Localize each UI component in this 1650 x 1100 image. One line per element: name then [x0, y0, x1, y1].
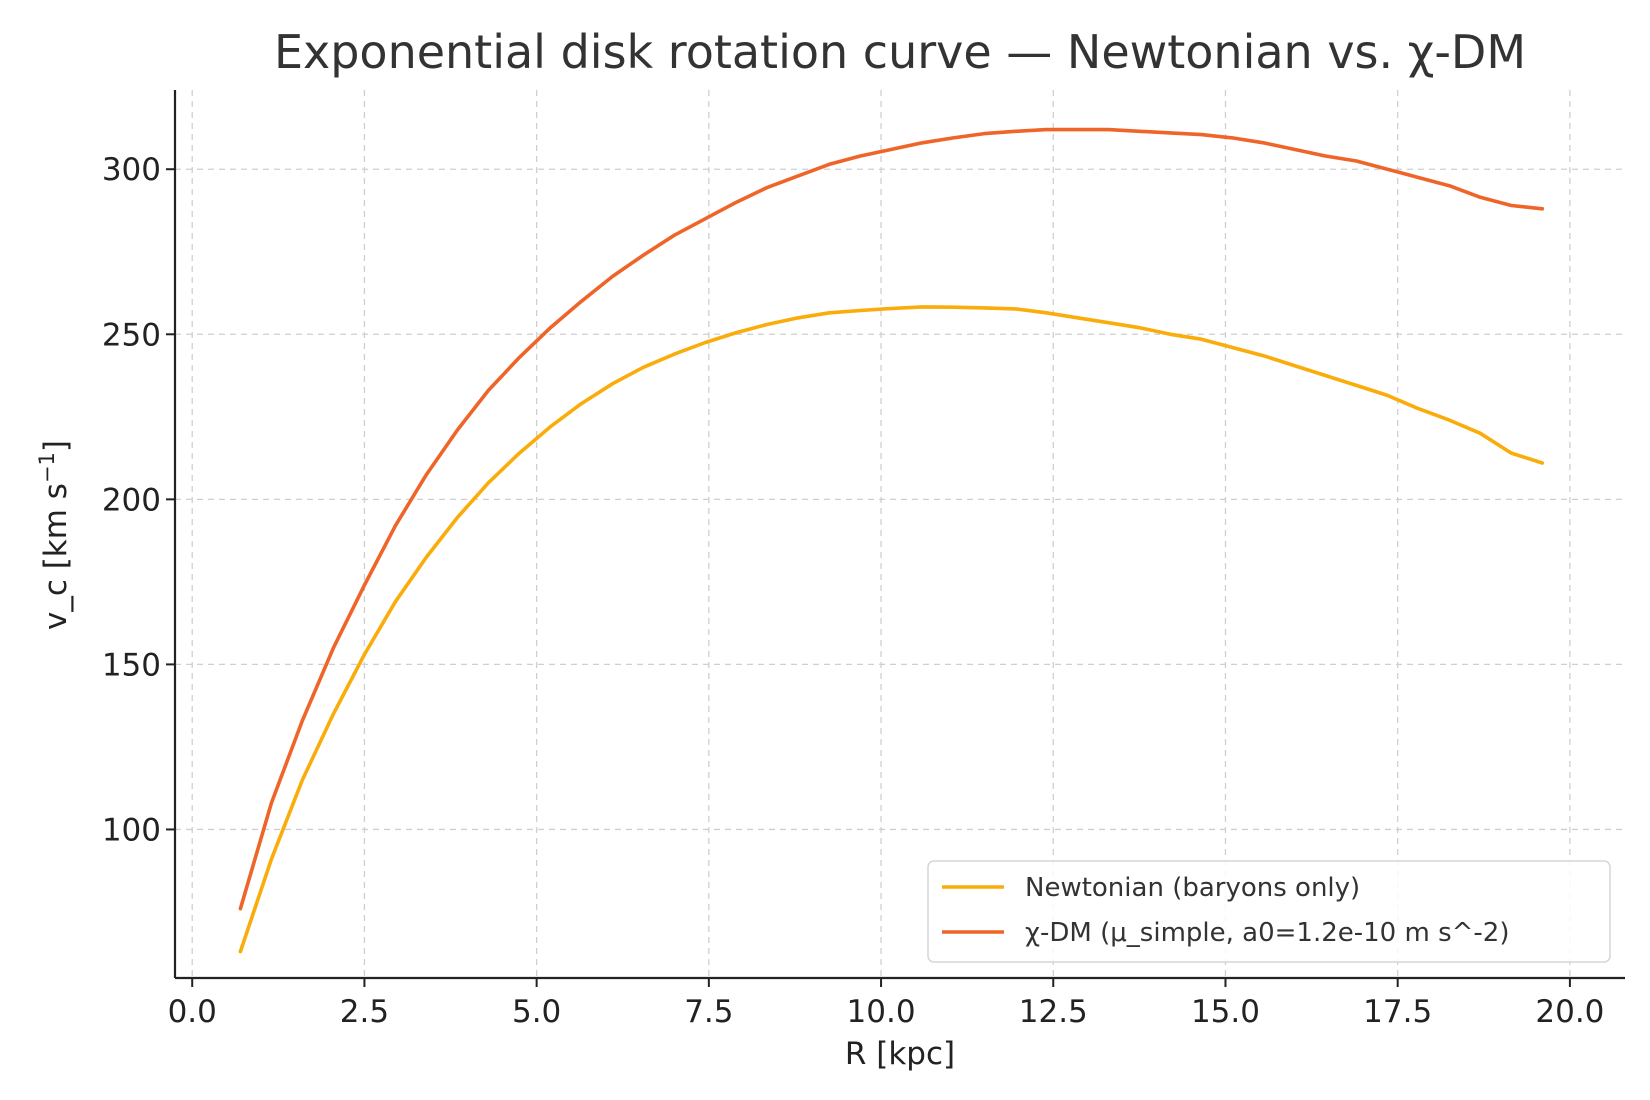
x-tick-label: 5.0 — [512, 994, 561, 1030]
chi-dm-series-line — [238, 127, 1545, 911]
y-axis-label-superscript: −1 — [35, 452, 59, 483]
y-axis-label-main: v_c [km s — [38, 483, 74, 630]
series-layer — [238, 127, 1545, 954]
x-tick-label: 0.0 — [168, 994, 217, 1030]
chart-title: Exponential disk rotation curve — Newton… — [274, 25, 1526, 79]
x-tick-label: 2.5 — [340, 994, 389, 1030]
y-axis-label-end: ] — [38, 440, 74, 452]
y-tick-label: 200 — [102, 482, 161, 518]
y-tick-label: 100 — [102, 812, 161, 848]
y-tick-label: 250 — [102, 317, 161, 353]
x-tick-label: 7.5 — [684, 994, 733, 1030]
y-axis-label: v_c [km s−1] — [35, 440, 74, 630]
x-tick-label: 20.0 — [1535, 994, 1604, 1030]
newtonian-series-line — [238, 305, 1545, 954]
y-tick-label: 150 — [102, 647, 161, 683]
x-axis-ticks: 0.0 2.5 5.0 7.5 10.0 12.5 15.0 17.5 20.0 — [168, 978, 1604, 1030]
y-tick-label: 300 — [102, 152, 161, 188]
x-tick-label: 10.0 — [847, 994, 916, 1030]
grid-lines — [175, 90, 1625, 978]
legend: Newtonian (baryons only) χ-DM (μ_simple,… — [927, 860, 1611, 963]
legend-label-chi-dm: χ-DM (μ_simple, a0=1.2e-10 m s^-2) — [1025, 918, 1509, 948]
x-axis-label: R [kpc] — [845, 1036, 955, 1072]
y-axis-ticks: 100 150 200 250 300 — [102, 152, 175, 848]
x-tick-label: 15.0 — [1191, 994, 1260, 1030]
legend-label-newtonian: Newtonian (baryons only) — [1025, 873, 1360, 903]
x-tick-label: 17.5 — [1363, 994, 1432, 1030]
legend-box — [927, 860, 1611, 963]
x-tick-label: 12.5 — [1019, 994, 1088, 1030]
